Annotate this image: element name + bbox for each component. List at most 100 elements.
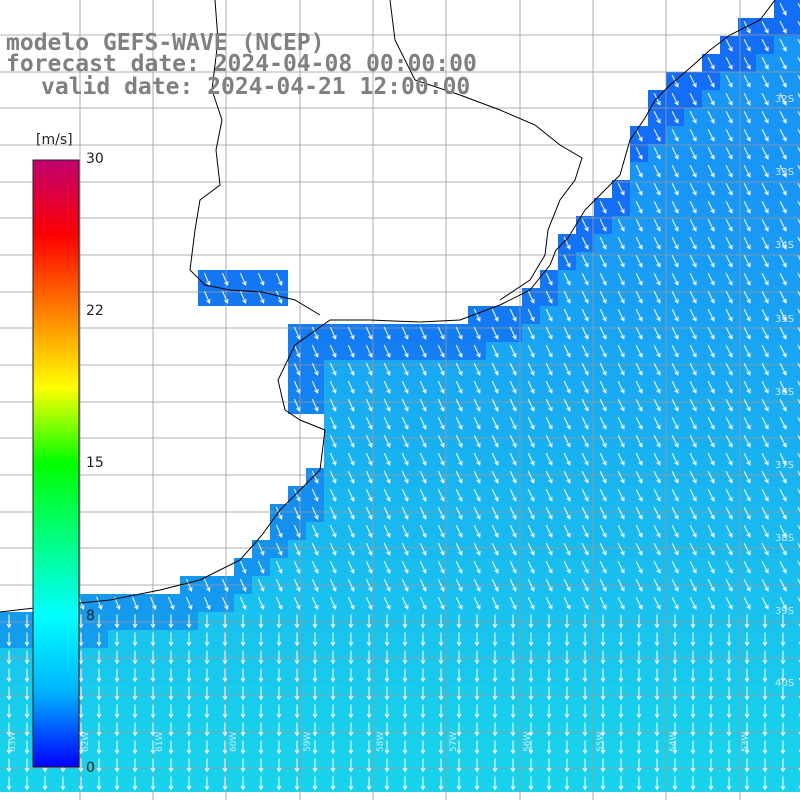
wind-arrow xyxy=(348,668,354,683)
wind-arrow xyxy=(276,632,282,647)
wind-arrow xyxy=(204,776,210,791)
wind-arrow xyxy=(690,776,696,791)
wind-arrow xyxy=(725,128,733,142)
wind-arrow xyxy=(743,524,751,538)
wind-arrow xyxy=(329,416,337,430)
wind-arrow xyxy=(329,362,337,376)
wind-arrow xyxy=(707,578,715,592)
wind-arrow xyxy=(420,668,426,683)
wind-arrow xyxy=(437,398,445,412)
wind-arrow xyxy=(347,470,355,484)
wind-arrow xyxy=(311,326,319,340)
longitude-label: 57W xyxy=(449,732,459,752)
wind-arrow xyxy=(563,560,571,574)
wind-arrow xyxy=(132,614,138,629)
model-title: modelo GEFS-WAVE (NCEP) xyxy=(6,30,325,56)
wind-arrow xyxy=(347,542,355,556)
wind-arrow xyxy=(78,650,84,665)
wind-arrow xyxy=(258,776,264,791)
wind-arrow xyxy=(168,740,174,755)
colorbar-tick-8: 8 xyxy=(86,608,95,624)
wind-arrow xyxy=(294,740,300,755)
wind-arrow xyxy=(617,560,625,574)
wind-arrow xyxy=(689,380,697,394)
wind-arrow xyxy=(582,668,588,683)
wind-arrow xyxy=(365,488,373,502)
wind-arrow xyxy=(329,524,337,538)
wind-arrow xyxy=(545,434,553,448)
wind-arrow xyxy=(563,578,571,592)
wind-arrow xyxy=(456,650,462,665)
wind-arrow xyxy=(725,272,733,286)
wind-cell xyxy=(792,504,800,522)
wind-arrow xyxy=(78,776,84,791)
wind-arrow xyxy=(689,182,697,196)
wind-arrow xyxy=(743,290,751,304)
wind-arrow xyxy=(725,182,733,196)
wind-arrow xyxy=(222,722,228,737)
wind-arrow xyxy=(545,290,553,304)
wind-arrow xyxy=(419,596,427,610)
wind-arrow xyxy=(671,506,679,520)
wind-arrow xyxy=(636,776,642,791)
wind-cell xyxy=(792,720,800,738)
wind-arrow xyxy=(779,416,787,430)
wind-arrow xyxy=(222,686,228,701)
forecast-date: forecast date: 2024-04-08 00:00:00 xyxy=(6,51,477,77)
wind-arrow xyxy=(293,398,301,412)
wind-arrow xyxy=(743,110,751,124)
wind-arrow xyxy=(168,686,174,701)
wind-cell xyxy=(792,612,800,630)
wind-arrow xyxy=(744,686,750,701)
wind-cell xyxy=(792,756,800,774)
wind-arrow xyxy=(708,722,714,737)
wind-arrow xyxy=(384,668,390,683)
wind-arrow xyxy=(707,128,715,142)
wind-arrow xyxy=(491,542,499,556)
wind-arrow xyxy=(527,398,535,412)
wind-arrow xyxy=(294,686,300,701)
wind-arrow xyxy=(239,578,247,592)
wind-arrow xyxy=(203,272,211,286)
wind-arrow xyxy=(114,614,120,629)
wind-arrow xyxy=(527,344,535,358)
wind-arrow xyxy=(330,614,336,629)
wind-arrow xyxy=(761,272,769,286)
wind-arrow xyxy=(653,290,661,304)
wind-arrow xyxy=(636,668,642,683)
wind-arrow xyxy=(779,128,787,142)
wind-arrow xyxy=(204,668,210,683)
wind-arrow xyxy=(456,758,462,773)
wind-arrow xyxy=(402,758,408,773)
wind-arrow xyxy=(509,542,517,556)
wind-arrow xyxy=(383,596,391,610)
wind-arrow xyxy=(707,380,715,394)
wind-arrow xyxy=(582,632,588,647)
wind-arrow xyxy=(401,488,409,502)
wind-cell xyxy=(792,108,800,126)
wind-arrow xyxy=(240,650,246,665)
longitude-label: 59W xyxy=(303,732,313,752)
wind-arrow xyxy=(311,596,319,610)
wind-arrow xyxy=(671,542,679,556)
wind-arrow xyxy=(581,506,589,520)
wind-arrow xyxy=(779,236,787,250)
wind-arrow xyxy=(563,308,571,322)
wind-arrow xyxy=(438,614,444,629)
wind-arrow xyxy=(438,776,444,791)
wind-arrow xyxy=(240,668,246,683)
wind-arrow xyxy=(653,254,661,268)
wind-arrow xyxy=(473,578,481,592)
wind-arrow xyxy=(779,344,787,358)
wind-arrow xyxy=(654,632,660,647)
wind-arrow xyxy=(653,488,661,502)
wind-arrow xyxy=(528,668,534,683)
wind-arrow xyxy=(761,506,769,520)
wind-arrow xyxy=(456,740,462,755)
wind-arrow xyxy=(473,542,481,556)
wind-arrow xyxy=(707,488,715,502)
wind-arrow xyxy=(455,506,463,520)
wind-arrow xyxy=(96,614,102,629)
wind-arrow xyxy=(780,740,786,755)
wind-arrow xyxy=(761,218,769,232)
